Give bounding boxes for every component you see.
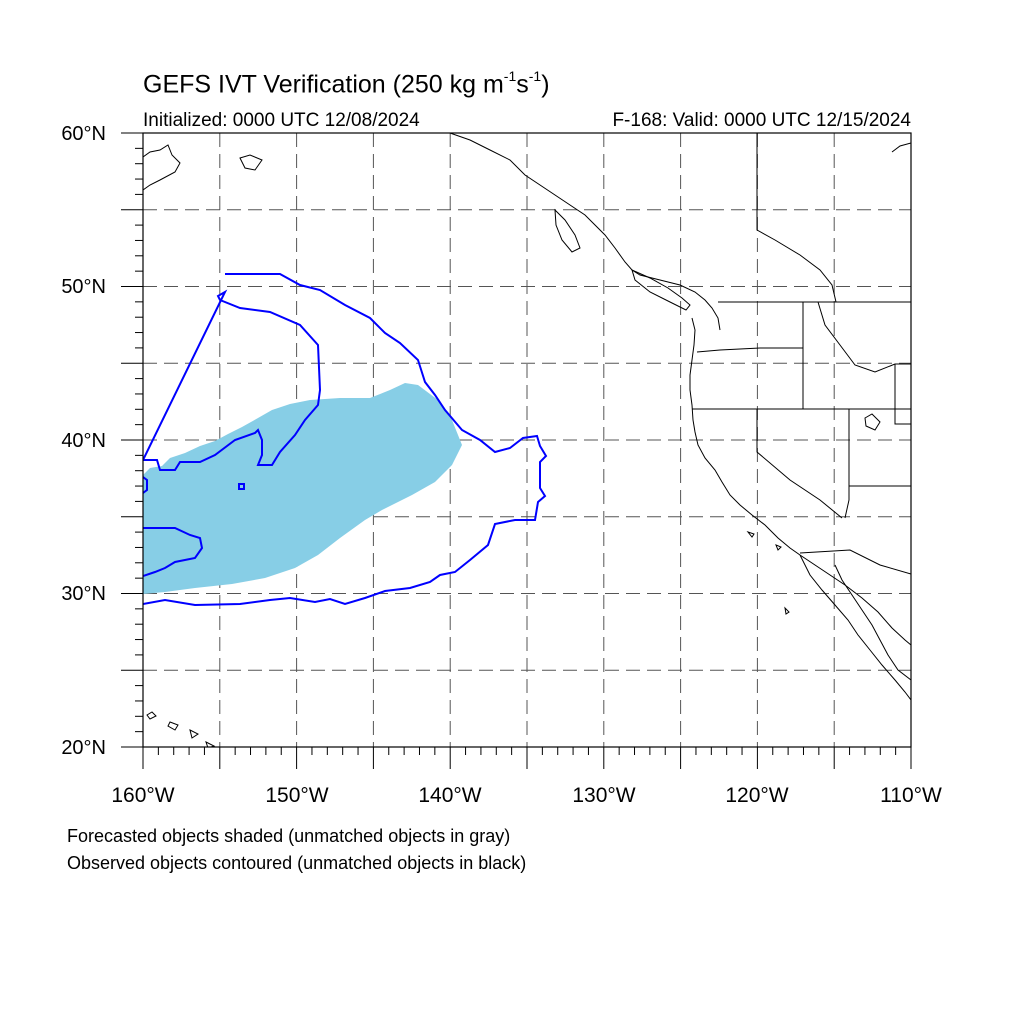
alaska-panhandle-coast	[449, 133, 721, 331]
valid-time-label: F-168: Valid: 0000 UTC 12/15/2024	[612, 110, 911, 131]
forecast-ivt-object	[143, 383, 462, 594]
haida-gwaii-coast	[554, 208, 581, 253]
observed-contour-large	[143, 273, 548, 607]
nevada-california-border	[756, 409, 843, 519]
observed-contour-dot	[238, 483, 245, 490]
footnote-forecast: Forecasted objects shaded (unmatched obj…	[67, 826, 511, 846]
hawaii-islands	[146, 711, 216, 747]
footnote-observed: Observed objects contoured (unmatched ob…	[67, 853, 527, 873]
lat-label-40n: 40°N	[61, 430, 106, 452]
alaska-kenai-coast	[239, 154, 263, 171]
wyoming-border	[894, 364, 911, 425]
mexico-us-border	[799, 549, 911, 575]
lat-label-60n: 60°N	[61, 123, 106, 145]
observed-contour-southwest	[143, 527, 204, 577]
washington-oregon-border	[696, 347, 803, 353]
lat-label-50n: 50°N	[61, 276, 106, 298]
observed-contour-inner	[143, 289, 322, 471]
northeast-coast-fragment	[891, 142, 911, 153]
observed-ivt-contours	[143, 273, 548, 607]
baja-coast	[799, 554, 911, 701]
lon-label-150w: 150°W	[265, 784, 329, 807]
init-time-label: Initialized: 0000 UTC 12/08/2024	[143, 110, 420, 131]
nevada-arizona-border	[844, 409, 850, 519]
lat-label-30n: 30°N	[61, 583, 106, 605]
map-title: GEFS IVT Verification (250 kg m-1s-1)	[143, 68, 550, 99]
great-salt-lake	[864, 413, 881, 431]
lat-label-20n: 20°N	[61, 737, 106, 759]
alaska-coast	[143, 144, 181, 191]
us-west-coast	[689, 317, 911, 646]
montana-border	[817, 301, 911, 373]
channel-islands	[746, 530, 790, 615]
coastlines-borders	[143, 133, 911, 747]
lon-label-110w: 110°W	[880, 784, 942, 807]
observed-contour-small-east	[143, 476, 148, 494]
lon-label-120w: 120°W	[725, 784, 789, 807]
axis-ticks	[121, 132, 912, 769]
baja-gulf-coast	[834, 564, 911, 681]
canada-interior-border	[756, 133, 837, 303]
vancouver-island-coast	[631, 269, 691, 311]
lon-label-160w: 160°W	[111, 784, 175, 807]
lon-label-140w: 140°W	[418, 784, 482, 807]
lon-label-130w: 130°W	[572, 784, 636, 807]
